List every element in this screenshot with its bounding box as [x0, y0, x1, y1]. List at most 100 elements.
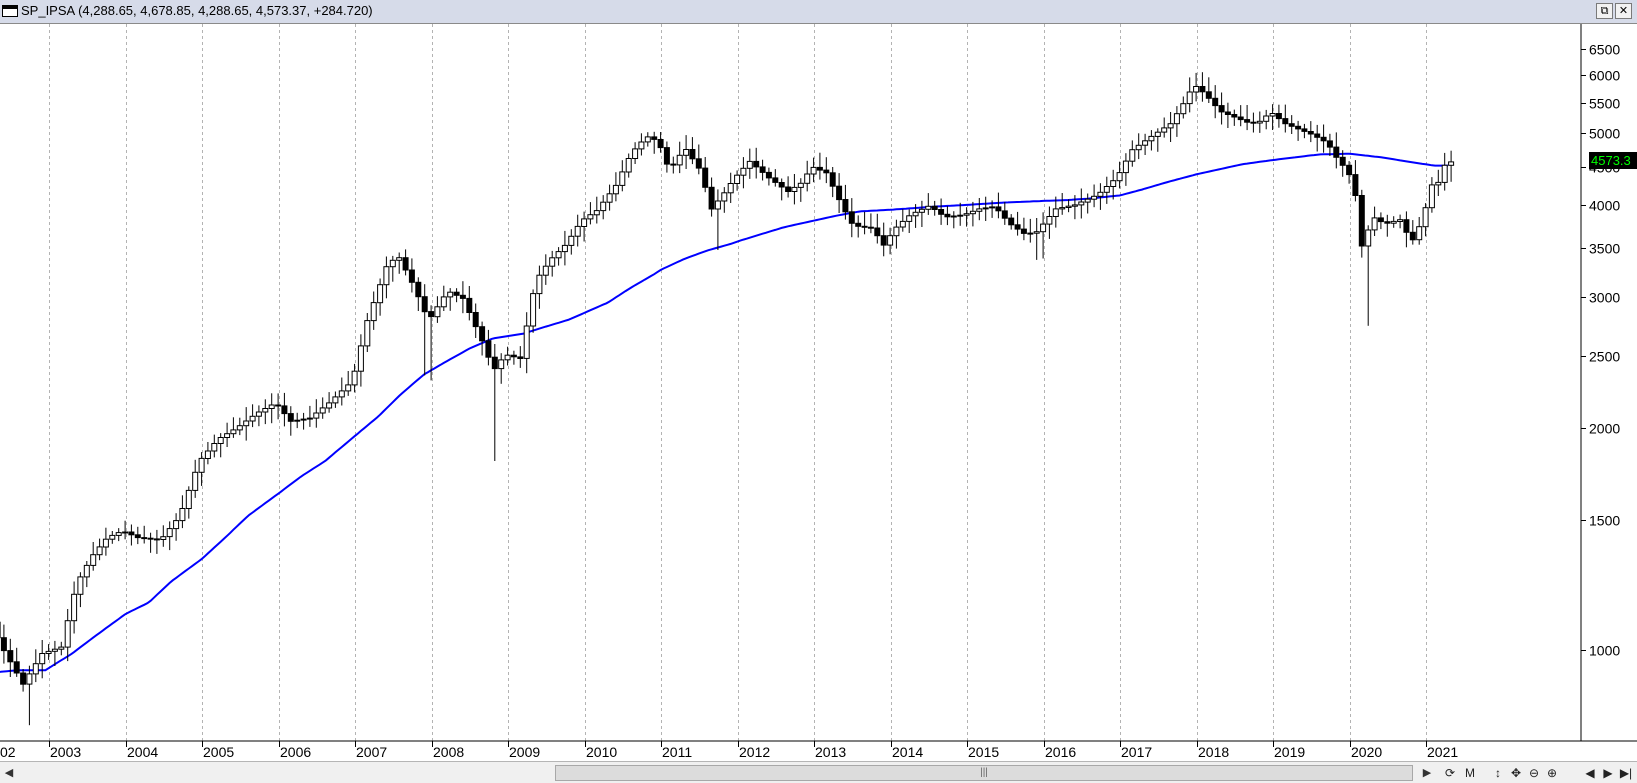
candle-up — [345, 384, 352, 392]
candle-up — [721, 192, 728, 202]
candle-up — [1154, 131, 1161, 137]
candle-up — [236, 425, 243, 431]
candle-up — [1046, 216, 1053, 225]
candle-up — [224, 433, 231, 439]
refresh-icon[interactable]: ⟳ — [1444, 766, 1456, 780]
price-tick-label: 2000 — [1589, 421, 1620, 437]
candle-down — [485, 340, 492, 358]
candle-up — [217, 437, 224, 444]
candle-up — [593, 210, 600, 216]
candle-up — [1397, 219, 1404, 222]
candle-down — [510, 354, 517, 358]
next-icon[interactable]: ▶ — [1603, 766, 1613, 780]
time-scrollbar[interactable]: ◀ ||| ▶ ⟳ M ↕ ✥ ⊖ ⊕ ◀ ▶ ▶| — [0, 761, 1637, 783]
candle-up — [166, 528, 173, 538]
price-chart[interactable]: 1000150020002500300035004000450050005500… — [0, 24, 1637, 761]
candle-up — [746, 160, 753, 169]
price-tick-label: 2500 — [1589, 349, 1620, 365]
time-tick-label: 2010 — [586, 744, 617, 760]
candle-up — [561, 244, 568, 253]
candle-down — [1205, 91, 1212, 99]
go-to-end-icon[interactable]: ▶| — [1619, 766, 1633, 780]
window-titlebar: SP_IPSA (4,288.65, 4,678.85, 4,288.65, 4… — [0, 0, 1637, 24]
candle-down — [1384, 221, 1391, 224]
candle-down — [1377, 217, 1384, 223]
candle-up — [389, 259, 396, 268]
candle-down — [141, 537, 148, 540]
candle-up — [581, 218, 588, 227]
candle-down — [861, 225, 868, 228]
candle-up — [797, 182, 804, 188]
candle-up — [58, 646, 65, 650]
time-tick-label: 2013 — [815, 744, 846, 760]
candle-up — [447, 291, 454, 298]
pan-icon[interactable]: ✥ — [1510, 766, 1522, 780]
price-axis-ticks: 1000150020002500300035004000450050005500… — [1581, 42, 1620, 659]
candle-up — [925, 205, 932, 210]
candle-up — [1135, 144, 1142, 151]
candle-up — [1110, 180, 1117, 187]
time-tick-label: 2009 — [509, 744, 540, 760]
candle-up — [77, 576, 84, 595]
candle-up — [638, 141, 645, 150]
candle-down — [1352, 174, 1359, 197]
last-price-label-bg — [1589, 152, 1637, 169]
candle-up — [39, 653, 46, 665]
candle-up — [1173, 113, 1180, 125]
restore-window-button[interactable]: ⧉ — [1596, 3, 1613, 19]
scroll-left-arrow-icon[interactable]: ◀ — [4, 767, 14, 779]
candle-up — [364, 320, 371, 347]
candle-up — [179, 508, 186, 522]
candle-up — [887, 235, 894, 246]
candle-up — [83, 564, 90, 578]
candle-up — [230, 429, 237, 435]
chart-background — [0, 24, 1637, 761]
candle-up — [542, 265, 549, 276]
zoom-in-icon[interactable]: ⊕ — [1546, 766, 1558, 780]
scroll-right-arrow-icon[interactable]: ▶ — [1422, 767, 1432, 779]
candle-up — [185, 489, 192, 509]
candle-up — [1059, 207, 1066, 210]
candle-up — [109, 534, 116, 540]
candle-up — [714, 200, 721, 210]
candle-down — [689, 149, 696, 160]
mode-m-button[interactable]: M — [1465, 766, 1475, 780]
candle-up — [102, 538, 109, 548]
candle-up — [249, 415, 256, 422]
candle-up — [1167, 123, 1174, 129]
candle-up — [332, 396, 339, 404]
candle-up — [498, 359, 505, 370]
time-tick-label: 2015 — [968, 744, 999, 760]
candle-up — [262, 408, 269, 413]
candle-up — [1269, 113, 1276, 117]
candle-up — [587, 214, 594, 220]
candle-up — [804, 173, 811, 184]
previous-icon[interactable]: ◀ — [1585, 766, 1595, 780]
time-tick-label: 2014 — [892, 744, 923, 760]
candle-up — [1186, 91, 1193, 105]
price-tick-label: 3500 — [1589, 241, 1620, 257]
candle-down — [147, 537, 154, 540]
candle-up — [555, 251, 562, 259]
scrollbar-thumb[interactable]: ||| — [555, 765, 1413, 781]
price-tick-label: 5000 — [1589, 126, 1620, 142]
candle-down — [1307, 131, 1314, 135]
candle-up — [1033, 231, 1040, 234]
close-window-button[interactable]: ✕ — [1615, 3, 1632, 19]
candle-down — [855, 222, 862, 227]
candle-down — [275, 404, 282, 407]
zoom-out-icon[interactable]: ⊖ — [1528, 766, 1540, 780]
candle-up — [549, 257, 556, 267]
candle-down — [663, 147, 670, 165]
candle-down — [1403, 219, 1410, 233]
candle-up — [370, 302, 377, 322]
time-tick-label: 2008 — [433, 744, 464, 760]
candle-down — [1409, 231, 1416, 241]
candle-up — [918, 208, 925, 213]
candle-down — [708, 186, 715, 210]
candle-up — [326, 402, 333, 409]
vertical-scale-icon[interactable]: ↕ — [1495, 766, 1501, 780]
candle-up — [734, 174, 741, 184]
time-tick-label: 2017 — [1121, 744, 1152, 760]
candle-down — [1346, 164, 1353, 176]
